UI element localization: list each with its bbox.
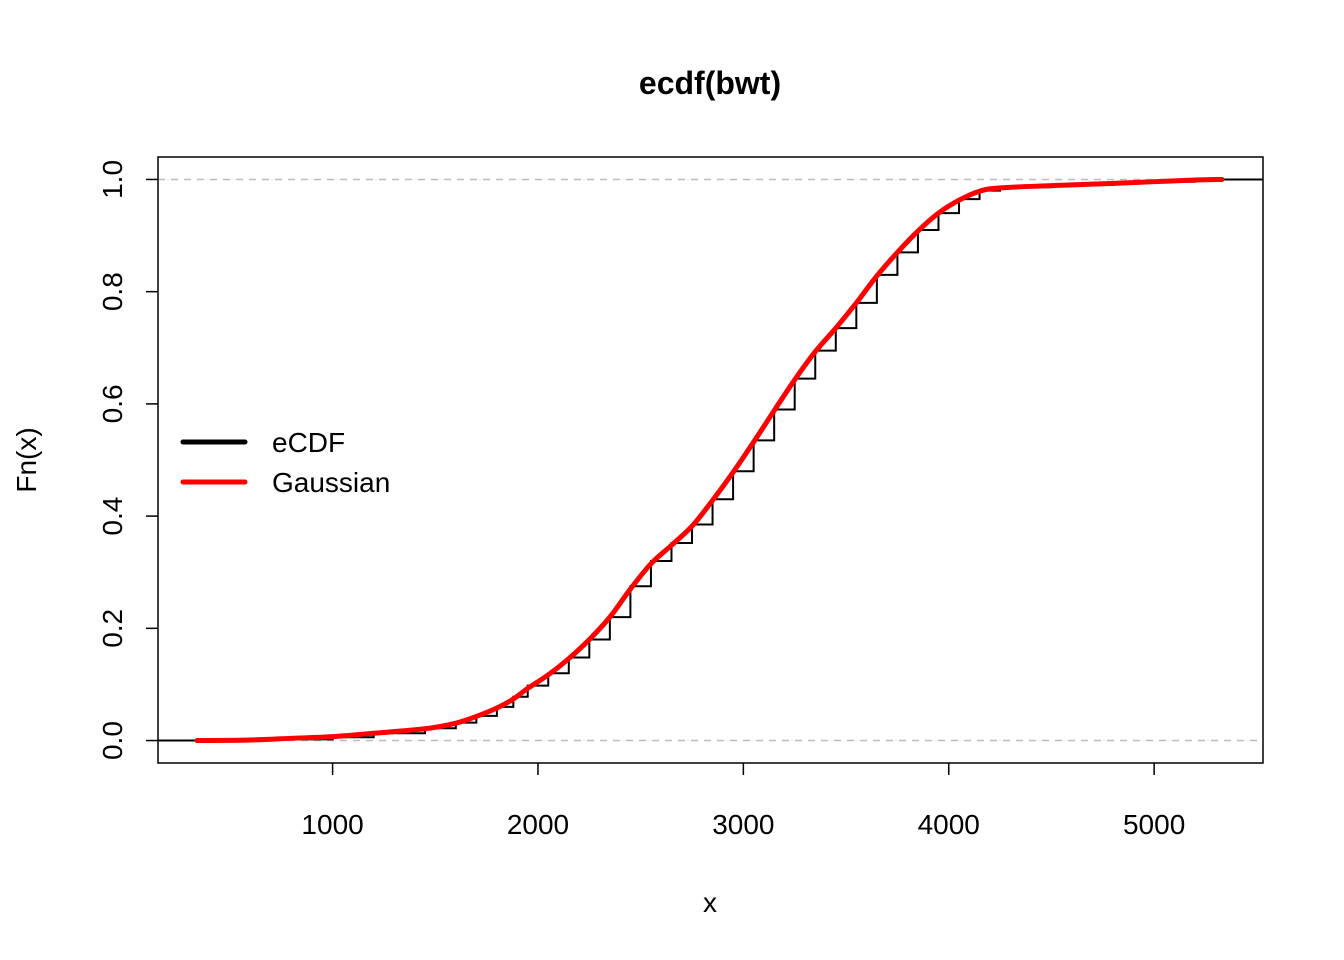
x-tick-label: 5000 bbox=[1123, 809, 1185, 840]
series-gaussian-line bbox=[194, 176, 1225, 744]
x-tick-label: 3000 bbox=[712, 809, 774, 840]
y-axis-label: Fn(x) bbox=[11, 427, 42, 492]
legend-label: eCDF bbox=[272, 427, 345, 458]
series-ecdf-line bbox=[158, 178, 1263, 742]
y-tick-label: 0.2 bbox=[97, 609, 128, 648]
chart-title: ecdf(bwt) bbox=[639, 65, 781, 101]
plot-area: 1000 2000 3000 4000 5000 0.0 0.2 0.4 0.6 0.8 1.0 bbox=[97, 156, 1264, 840]
y-tick-label: 1.0 bbox=[97, 160, 128, 199]
series-group bbox=[158, 176, 1263, 744]
y-tick-label: 0.4 bbox=[97, 497, 128, 536]
y-tick-label: 0.0 bbox=[97, 721, 128, 760]
legend: eCDF Gaussian bbox=[180, 427, 390, 498]
x-axis-label: x bbox=[703, 887, 717, 918]
y-tick-label: 0.6 bbox=[97, 384, 128, 423]
legend-label: Gaussian bbox=[272, 467, 390, 498]
x-tick-label: 1000 bbox=[301, 809, 363, 840]
plot-frame bbox=[157, 156, 1264, 764]
y-tick-label: 0.8 bbox=[97, 272, 128, 311]
x-tick-label: 4000 bbox=[918, 809, 980, 840]
x-tick-label: 2000 bbox=[507, 809, 569, 840]
